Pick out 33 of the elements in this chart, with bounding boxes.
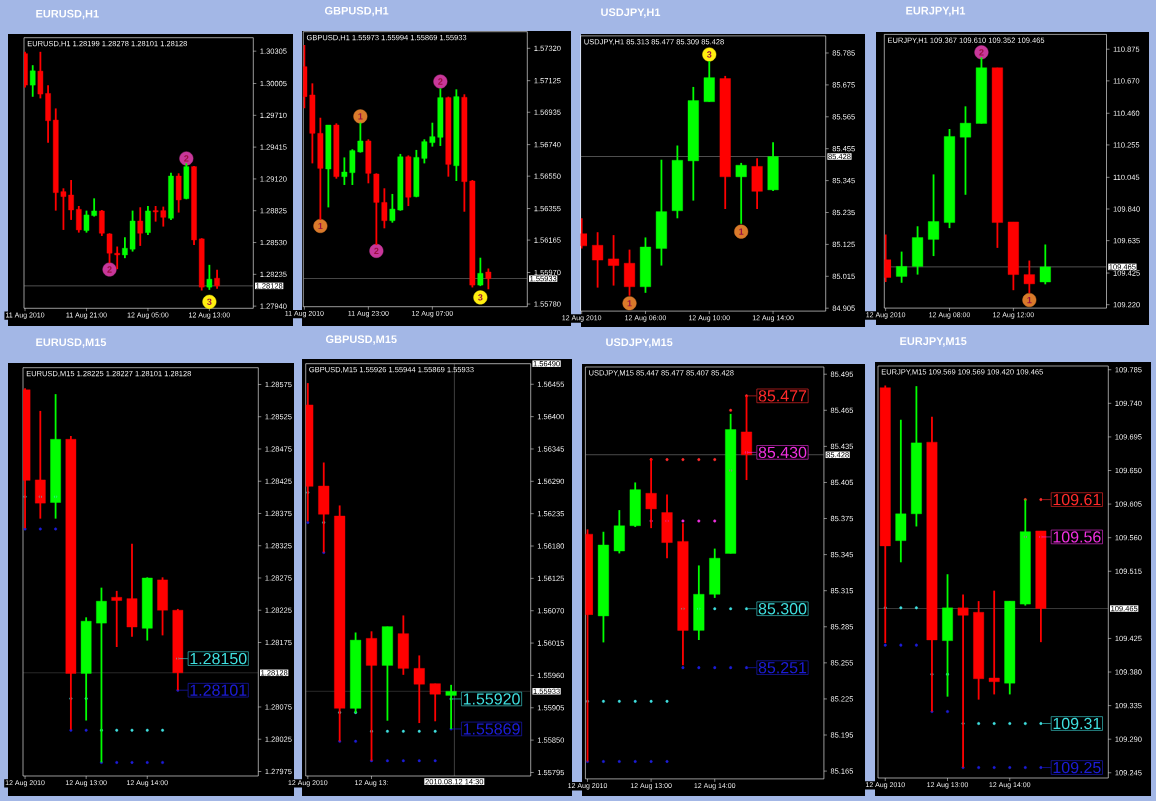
series-label: 2 <box>979 49 984 56</box>
chart-title: USDJPY,M15 <box>606 338 673 348</box>
series-label: 1 <box>1027 296 1032 304</box>
chart-title: EURUSD,M15 <box>36 338 107 348</box>
series-label: 2 <box>374 247 379 255</box>
data-label: 109.56 <box>1053 531 1101 543</box>
series-label: 3 <box>207 298 212 306</box>
data-label: 1.28101 <box>190 684 247 696</box>
data-label: 1.55920 <box>463 693 520 705</box>
series-label: 2 <box>184 155 189 162</box>
data-label: 85.430 <box>758 446 807 459</box>
data-label: 109.25 <box>1053 761 1101 774</box>
chart-title: GBPUSD,M15 <box>325 335 397 345</box>
series-label: 1 <box>627 300 632 307</box>
data-label: 109.31 <box>1053 717 1101 730</box>
chart-title: EURJPY,H1 <box>906 6 966 17</box>
chart-title: EURUSD,H1 <box>36 9 99 20</box>
text: 1 <box>739 228 744 235</box>
series-label: 3 <box>706 51 712 58</box>
chart-title: EURJPY,M15 <box>900 337 967 347</box>
data-label: 109.61 <box>1053 493 1101 506</box>
series-label: 1 <box>318 222 323 230</box>
text: 2 <box>438 78 443 85</box>
data-label: 85.477 <box>758 390 807 402</box>
text: 2 <box>107 266 112 273</box>
data-label: 1.55869 <box>463 723 520 735</box>
data-label: 85.300 <box>758 603 807 615</box>
chart-title: USDJPY,H1 <box>601 8 661 18</box>
chart-title: GBPUSD,H1 <box>324 6 389 17</box>
data-label: 85.251 <box>758 662 807 674</box>
series-label: 3 <box>478 294 483 301</box>
data-label: 1.28150 <box>190 652 247 665</box>
text: 1 <box>358 113 363 120</box>
